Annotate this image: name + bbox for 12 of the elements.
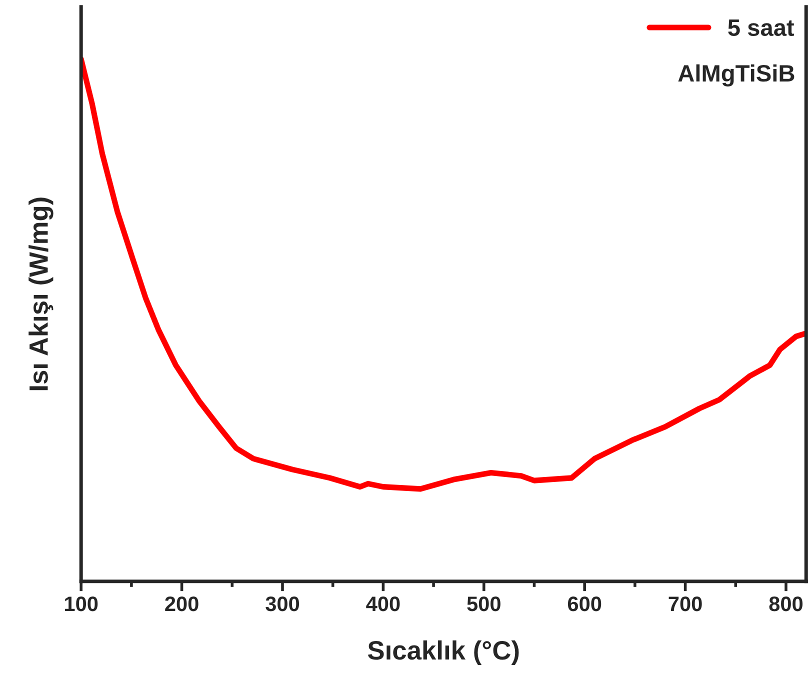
legend-label: 5 saat	[728, 20, 794, 36]
x-tick-label: 600	[568, 596, 602, 612]
x-axis-title: Sıcaklık (°C)	[368, 640, 519, 665]
annotation: AlMgTiSiB	[678, 64, 794, 86]
x-tick-label: 400	[366, 596, 400, 612]
x-tick-label: 800	[769, 596, 803, 612]
y-axis-title: Isı Akışı (W/mg)	[28, 198, 54, 390]
x-tick-label: 300	[266, 596, 300, 612]
x-tick-label: 100	[65, 596, 98, 612]
x-tick-label: 500	[467, 596, 500, 612]
x-tick-label: 700	[668, 596, 702, 612]
x-tick-label: 200	[165, 596, 198, 612]
